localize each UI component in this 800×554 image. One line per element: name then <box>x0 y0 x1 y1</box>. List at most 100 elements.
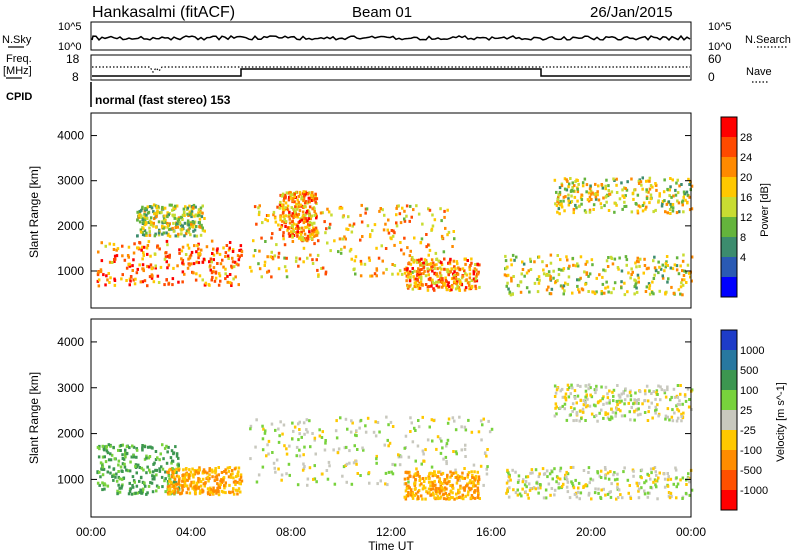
power-cell <box>183 234 186 238</box>
power-cell <box>450 277 454 281</box>
velocity-cell <box>103 455 106 459</box>
velocity-cell <box>548 472 552 476</box>
velocity-cell <box>506 489 509 493</box>
velocity-cell <box>616 403 619 407</box>
velocity-cell <box>278 434 281 438</box>
power-cell <box>664 262 668 266</box>
power-cell <box>302 216 306 220</box>
velocity-cell <box>407 455 411 459</box>
velocity-cell <box>134 491 137 495</box>
velocity-cell <box>105 449 109 453</box>
velocity-cell <box>646 399 650 403</box>
velocity-cell <box>526 493 529 497</box>
velocity-cell <box>622 390 625 394</box>
power-cell <box>556 198 560 202</box>
power-cell <box>308 233 312 237</box>
power-cell <box>538 278 541 282</box>
velocity-cell <box>413 493 417 497</box>
power-cell <box>468 287 471 291</box>
power-cell <box>456 262 459 266</box>
power-cell <box>671 209 675 213</box>
power-cell <box>665 202 669 206</box>
power-cell <box>302 190 305 194</box>
velocity-cell <box>236 474 240 478</box>
power-cell <box>663 178 666 182</box>
power-cell <box>200 223 203 227</box>
power-cell <box>165 251 168 255</box>
velocity-cell <box>666 388 669 392</box>
power-cell <box>601 282 605 286</box>
power-cell <box>177 280 180 284</box>
power-cell <box>298 226 301 230</box>
power-cell <box>155 225 158 229</box>
velocity-cell <box>609 470 612 474</box>
power-cell <box>121 273 124 277</box>
power-cell <box>664 265 667 269</box>
velocity-cell <box>343 446 347 450</box>
velocity-cell <box>129 487 133 491</box>
power-cell <box>176 264 179 268</box>
power-cell <box>201 278 204 282</box>
power-cell <box>440 219 443 223</box>
velocity-cell <box>434 486 438 490</box>
velocity-cell <box>229 475 233 479</box>
power-cell <box>97 284 101 288</box>
power-cell <box>447 281 450 285</box>
power-cell <box>226 274 229 278</box>
power-cell <box>369 274 372 278</box>
velocity-cell <box>553 488 557 492</box>
power-cell <box>146 284 149 288</box>
velocity-cell <box>458 475 461 479</box>
velocity-cell <box>166 491 170 495</box>
power-cell <box>188 256 192 260</box>
nsky-trace <box>91 34 691 41</box>
velocity-cell <box>620 414 624 418</box>
power-cell <box>290 214 293 218</box>
power-cell <box>602 268 605 272</box>
power-cell <box>154 232 157 236</box>
power-cell <box>633 188 636 192</box>
velocity-cell <box>272 461 276 465</box>
power-cell <box>184 253 188 256</box>
power-cell <box>453 265 456 269</box>
velocity-cell <box>171 459 174 463</box>
velocity-cell <box>646 419 650 422</box>
power-cell <box>146 205 149 209</box>
velocity-cell <box>462 486 465 490</box>
velocity-cell <box>459 486 462 490</box>
power-cell <box>377 256 381 260</box>
power-cell <box>674 188 677 192</box>
power-cell <box>590 258 594 262</box>
velocity-cell <box>208 469 211 473</box>
velocity-cell <box>261 424 264 428</box>
power-cell <box>181 213 185 217</box>
velocity-cell <box>387 444 390 448</box>
power-cell <box>415 270 419 274</box>
power-cell <box>181 224 185 228</box>
power-cell <box>293 200 296 204</box>
power-cell <box>520 272 523 276</box>
power-cell <box>143 215 146 219</box>
power-cell <box>291 240 295 243</box>
power-cell <box>306 219 309 223</box>
power-cell <box>429 276 432 280</box>
power-cell <box>453 280 456 284</box>
power-cell <box>179 223 183 227</box>
velocity-cell <box>438 479 441 483</box>
power-cell <box>138 220 142 224</box>
power-cell <box>504 259 508 263</box>
velocity-cell <box>670 415 674 419</box>
power-cell <box>563 187 567 191</box>
power-cell <box>431 213 434 217</box>
power-cell <box>666 280 669 284</box>
velocity-cell <box>676 395 680 399</box>
power-cell <box>474 284 477 288</box>
power-cell <box>166 215 169 219</box>
velocity-cell <box>361 446 364 450</box>
power-cell <box>171 277 175 281</box>
power-cell <box>606 265 610 268</box>
velocity-cell <box>514 491 518 495</box>
velocity-cell <box>466 493 470 497</box>
power-cell <box>174 234 177 238</box>
velocity-cell <box>676 416 680 420</box>
